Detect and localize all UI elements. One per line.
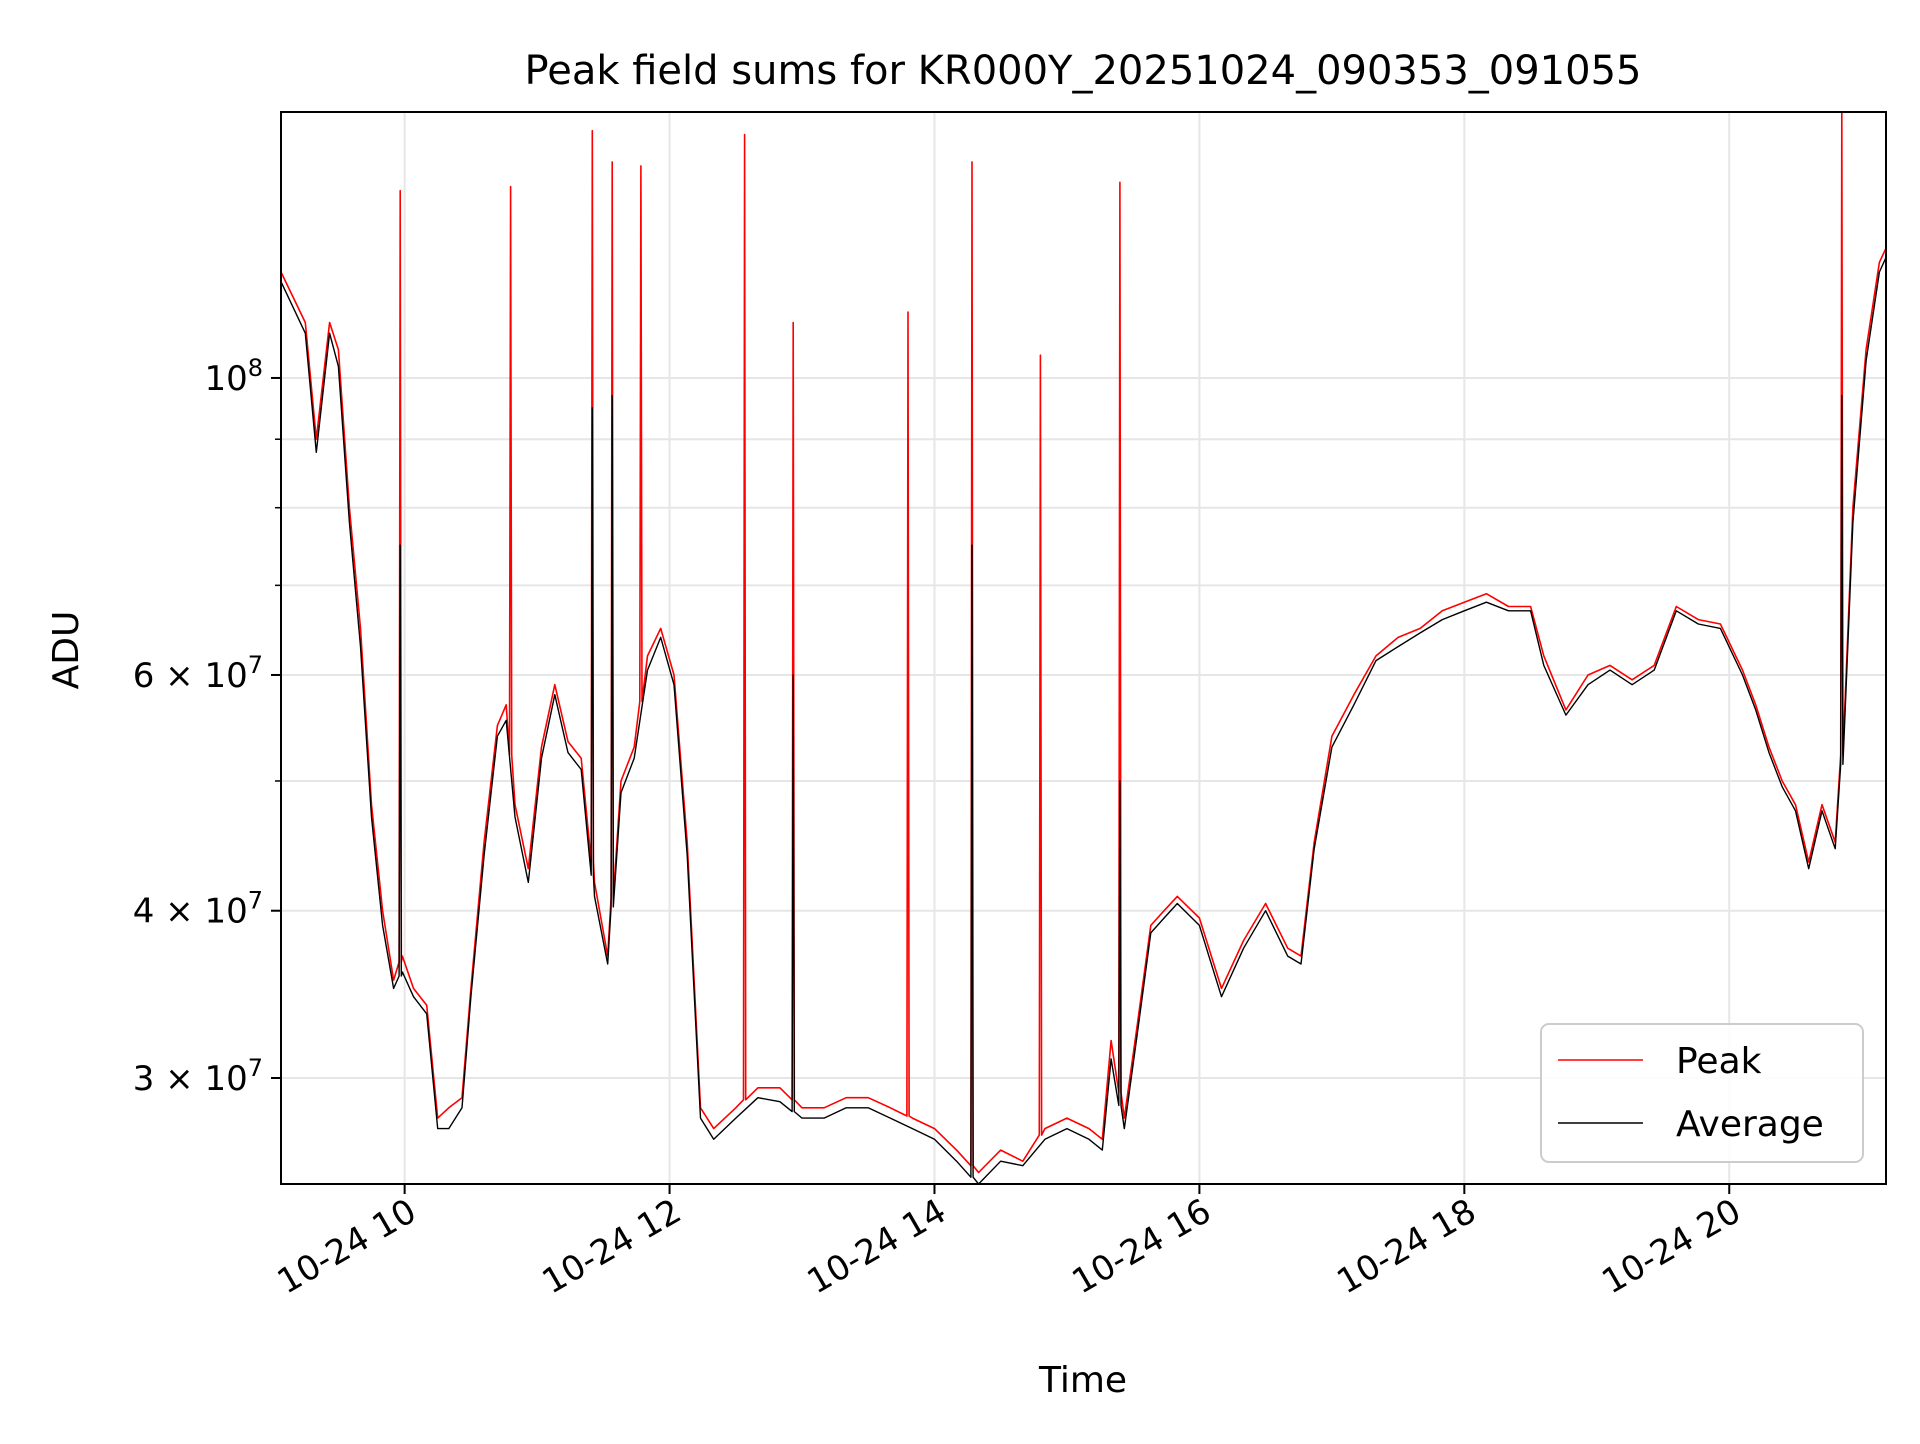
legend: Peak Average [1540,1023,1864,1163]
series-line-average [280,257,1887,1185]
chart-title: Peak field sums for KR000Y_20251024_0903… [525,48,1642,94]
legend-label-peak: Peak [1676,1041,1762,1082]
series-layer [280,111,1887,1185]
plot-frame [280,111,1887,1185]
y-tick-label: 3 × 107 [133,1054,263,1099]
y-tick-label: 108 [204,354,263,399]
x-axis-label: Time [1038,1360,1127,1401]
legend-label-average: Average [1676,1104,1824,1145]
legend-box [1540,1023,1864,1163]
y-axis-label: ADU [46,611,87,690]
series-line-peak [280,111,1887,1174]
y-tick-label: 4 × 107 [133,887,263,932]
y-tick-label: 6 × 107 [133,651,263,696]
y-axis: 108 6 × 107 4 × 107 3 × 107 [133,354,281,1099]
